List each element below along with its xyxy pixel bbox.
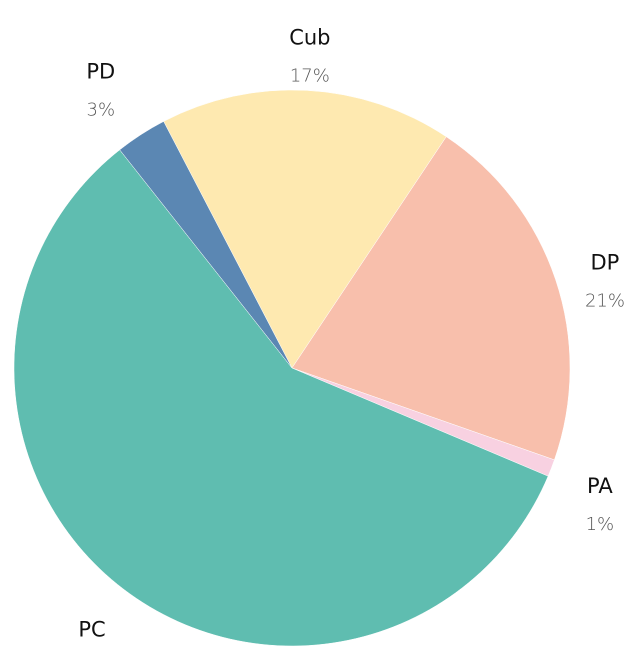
slice-label: Cub [289, 25, 330, 49]
pie-slice [119, 121, 293, 369]
slice-label: PC [78, 618, 105, 642]
slice-label: PA [587, 474, 613, 498]
slice-value: 3% [87, 99, 116, 120]
slice-label: DP [591, 250, 620, 274]
pie-slice [291, 136, 571, 461]
pie-slice [163, 89, 447, 369]
pie-slice [13, 149, 549, 647]
slice-label: PD [86, 59, 115, 83]
slice-value: 17% [290, 65, 330, 86]
slice-value: 21% [585, 290, 625, 311]
slice-value: 1% [586, 514, 615, 535]
